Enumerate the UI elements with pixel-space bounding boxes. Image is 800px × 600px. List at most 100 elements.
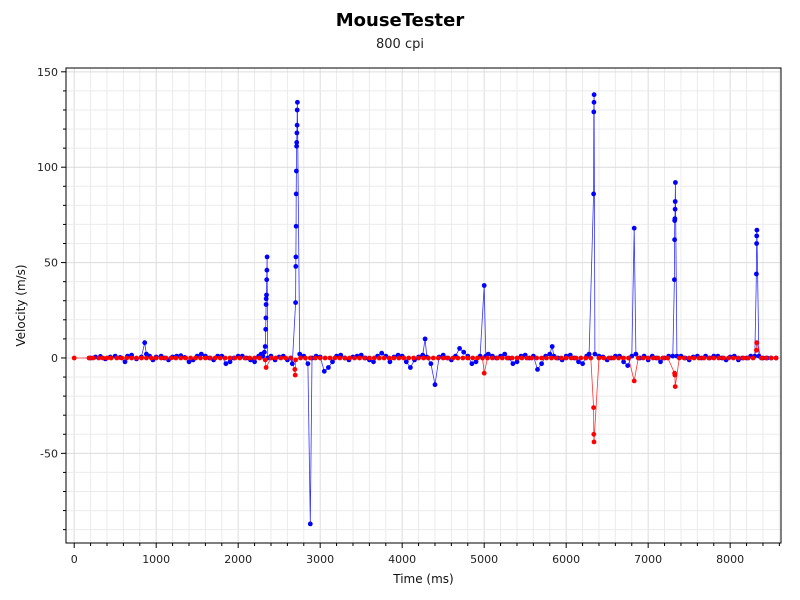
data-point bbox=[539, 355, 544, 361]
y-axis-ticks: -50 0 50 100 150 bbox=[37, 66, 66, 531]
y-tick-label: 0 bbox=[51, 352, 58, 365]
data-point bbox=[294, 130, 300, 136]
data-point bbox=[673, 180, 678, 185]
data-point bbox=[96, 355, 102, 361]
data-point bbox=[381, 355, 387, 361]
data-point bbox=[186, 359, 192, 365]
data-point bbox=[672, 384, 678, 389]
data-point bbox=[198, 355, 203, 361]
data-point bbox=[421, 355, 426, 361]
data-point bbox=[242, 355, 248, 361]
data-point bbox=[475, 355, 480, 361]
y-tick-label: 50 bbox=[44, 257, 58, 270]
x-tick-label: 5000 bbox=[470, 553, 498, 566]
data-point bbox=[294, 143, 299, 149]
data-point bbox=[198, 351, 204, 357]
data-point bbox=[721, 355, 726, 361]
data-point bbox=[411, 355, 417, 361]
data-point bbox=[293, 191, 299, 197]
data-point bbox=[294, 122, 300, 128]
data-point bbox=[295, 99, 300, 105]
data-point bbox=[298, 355, 303, 361]
data-point bbox=[294, 107, 300, 113]
data-point bbox=[754, 271, 759, 277]
data-point bbox=[758, 355, 764, 361]
data-point bbox=[588, 355, 594, 361]
data-point bbox=[514, 359, 520, 365]
data-point bbox=[621, 359, 626, 365]
plot-frame bbox=[65, 67, 782, 544]
data-point bbox=[293, 223, 299, 229]
data-point bbox=[86, 355, 92, 361]
x-tick-label: 6000 bbox=[552, 553, 580, 566]
data-point bbox=[672, 206, 678, 212]
x-tick-label: 2000 bbox=[224, 553, 252, 566]
data-point bbox=[367, 355, 372, 361]
chart-subtitle: 800 cpi bbox=[376, 37, 424, 52]
series-points bbox=[71, 92, 779, 527]
data-point bbox=[148, 355, 154, 361]
data-point bbox=[283, 355, 289, 361]
data-point bbox=[144, 355, 149, 361]
data-point bbox=[519, 355, 525, 361]
data-point bbox=[294, 168, 299, 174]
data-point bbox=[332, 355, 338, 361]
data-point bbox=[592, 351, 598, 357]
data-point bbox=[293, 300, 298, 305]
data-point bbox=[750, 355, 756, 361]
data-point bbox=[773, 355, 779, 361]
data-point bbox=[153, 355, 159, 361]
y-tick-label: 150 bbox=[37, 66, 58, 79]
y-axis-label: Velocity (m/s) bbox=[14, 264, 28, 346]
data-point bbox=[292, 372, 298, 378]
data-point bbox=[357, 355, 362, 361]
data-point bbox=[297, 351, 303, 357]
data-point bbox=[586, 351, 592, 357]
data-point bbox=[212, 355, 218, 361]
y-tick-label: -50 bbox=[40, 447, 58, 460]
data-point bbox=[481, 370, 487, 376]
data-point bbox=[312, 355, 318, 361]
data-point bbox=[726, 355, 731, 361]
data-point bbox=[401, 355, 407, 361]
data-point bbox=[524, 355, 530, 361]
data-point bbox=[558, 355, 564, 361]
data-point bbox=[754, 347, 759, 353]
data-point bbox=[379, 350, 385, 356]
data-point bbox=[633, 351, 639, 357]
data-point bbox=[553, 355, 559, 361]
data-point bbox=[461, 349, 467, 355]
data-point bbox=[139, 355, 144, 361]
data-point bbox=[485, 351, 491, 357]
data-point bbox=[740, 355, 746, 361]
data-point bbox=[273, 355, 279, 361]
data-point bbox=[263, 302, 269, 307]
data-point bbox=[257, 355, 262, 361]
data-point bbox=[754, 227, 760, 233]
x-axis-ticks: 0 1000 2000 3000 4000 5000 6000 7000 8000 bbox=[71, 543, 780, 566]
data-point bbox=[591, 99, 597, 105]
data-point bbox=[422, 336, 428, 342]
data-point bbox=[490, 355, 495, 361]
data-point bbox=[650, 355, 656, 361]
data-point bbox=[217, 355, 223, 361]
data-point bbox=[745, 355, 751, 361]
data-point bbox=[768, 355, 774, 361]
data-point bbox=[247, 355, 253, 361]
data-point bbox=[428, 361, 434, 367]
x-tick-label: 1000 bbox=[142, 553, 170, 566]
data-point bbox=[601, 355, 607, 361]
data-point bbox=[288, 355, 294, 361]
data-point bbox=[307, 521, 313, 527]
data-point bbox=[371, 359, 376, 365]
data-point bbox=[122, 359, 128, 365]
data-point bbox=[473, 359, 479, 365]
data-point bbox=[672, 237, 677, 243]
data-point bbox=[203, 355, 208, 361]
x-tick-label: 7000 bbox=[634, 553, 662, 566]
data-point bbox=[494, 355, 500, 361]
data-point bbox=[706, 355, 712, 361]
data-point bbox=[262, 349, 267, 355]
data-point bbox=[640, 355, 646, 361]
data-point bbox=[485, 355, 490, 361]
